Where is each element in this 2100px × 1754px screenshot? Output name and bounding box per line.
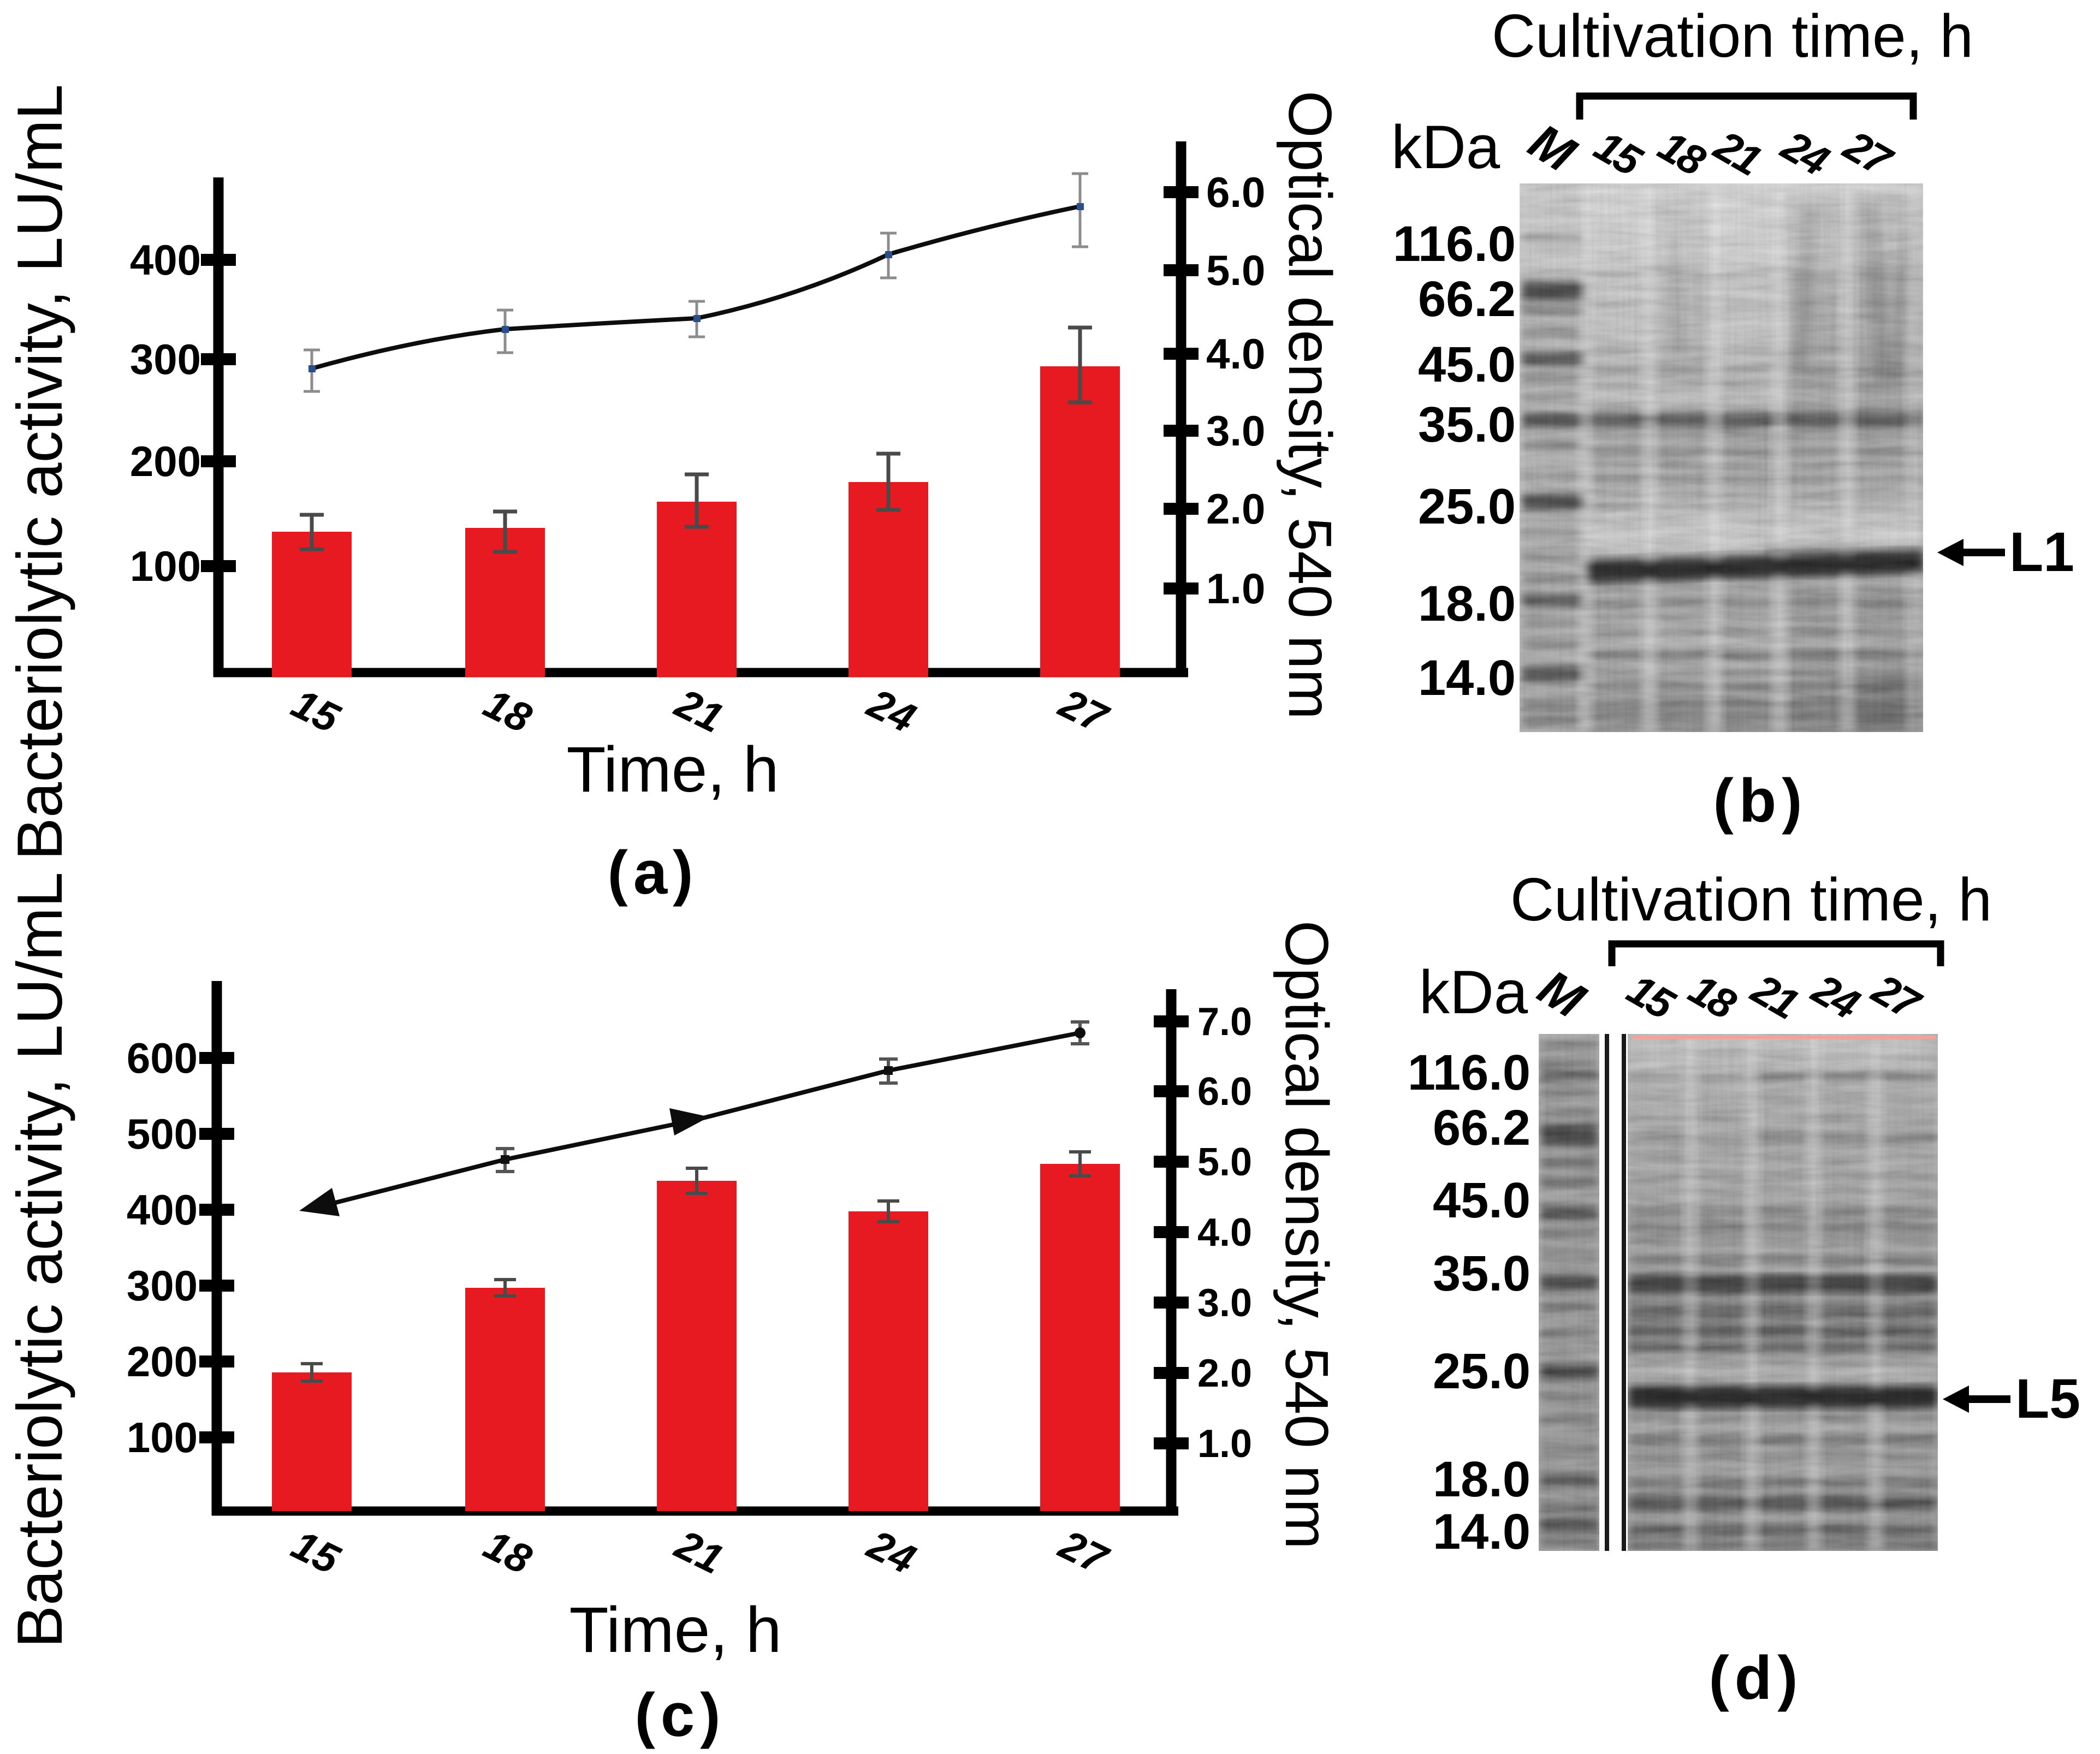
svg-text:18: 18 [1681,965,1745,1029]
svg-text:(d): (d) [1709,1644,1803,1712]
svg-text:21: 21 [667,680,730,742]
svg-text:Cultivation time, h: Cultivation time, h [1492,2,1973,70]
svg-text:116.0: 116.0 [1408,1045,1530,1101]
svg-text:200: 200 [127,1337,198,1386]
svg-text:4.0: 4.0 [1197,1211,1252,1254]
svg-text:L5: L5 [2015,1367,2080,1430]
svg-text:Cultivation time, h: Cultivation time, h [1510,866,1992,934]
svg-text:5.0: 5.0 [1206,246,1265,294]
svg-text:3.0: 3.0 [1197,1281,1252,1325]
svg-text:15: 15 [1620,965,1683,1029]
svg-text:Bacteriolytic activity, LU/mL: Bacteriolytic activity, LU/mL [4,84,75,860]
svg-text:(a): (a) [608,839,699,907]
svg-text:600: 600 [127,1034,198,1082]
svg-text:24: 24 [1804,964,1867,1028]
svg-text:100: 100 [130,542,201,590]
svg-text:18: 18 [477,1521,539,1584]
svg-text:66.2: 66.2 [1433,1100,1530,1156]
svg-text:18.0: 18.0 [1433,1452,1530,1507]
svg-text:Optical density, 540 nm: Optical density, 540 nm [1276,91,1344,720]
svg-text:24: 24 [859,680,922,742]
svg-text:4.0: 4.0 [1206,330,1265,378]
svg-text:18: 18 [1651,121,1714,186]
svg-text:35.0: 35.0 [1418,397,1516,453]
svg-text:27: 27 [1051,680,1116,743]
svg-text:400: 400 [127,1186,198,1234]
svg-text:35.0: 35.0 [1433,1246,1530,1301]
svg-text:200: 200 [130,437,201,485]
svg-text:Optical density, 540 nm: Optical density, 540 nm [1273,920,1340,1549]
svg-text:100: 100 [127,1413,198,1461]
svg-text:kDa: kDa [1419,958,1528,1026]
svg-text:Time, h: Time, h [569,1594,781,1666]
svg-text:24: 24 [859,1521,922,1583]
svg-text:14.0: 14.0 [1418,650,1516,706]
svg-text:300: 300 [127,1262,198,1310]
svg-text:15: 15 [1587,121,1651,186]
svg-text:1.0: 1.0 [1197,1422,1252,1466]
svg-text:25.0: 25.0 [1433,1343,1530,1399]
svg-text:Time, h: Time, h [566,734,779,806]
svg-text:1.0: 1.0 [1206,564,1265,613]
svg-text:18.0: 18.0 [1418,576,1516,632]
svg-text:M: M [1520,113,1586,183]
svg-text:24: 24 [1773,121,1837,185]
svg-text:25.0: 25.0 [1418,479,1516,534]
svg-text:M: M [1529,959,1595,1029]
svg-text:(b): (b) [1713,766,1807,835]
svg-text:400: 400 [130,236,201,284]
svg-text:6.0: 6.0 [1197,1070,1252,1114]
svg-text:66.2: 66.2 [1418,271,1516,327]
svg-text:21: 21 [1743,964,1805,1028]
svg-text:45.0: 45.0 [1418,337,1516,393]
svg-text:15: 15 [284,1521,347,1584]
svg-text:116.0: 116.0 [1393,216,1516,272]
svg-text:18: 18 [477,680,539,742]
svg-text:27: 27 [1864,964,1930,1030]
svg-text:2.0: 2.0 [1206,485,1265,533]
svg-text:3.0: 3.0 [1206,407,1265,455]
svg-text:45.0: 45.0 [1433,1173,1530,1228]
svg-text:7.0: 7.0 [1197,1000,1252,1044]
svg-text:kDa: kDa [1391,113,1500,181]
svg-text:21: 21 [1706,121,1768,185]
svg-text:21: 21 [667,1521,730,1583]
svg-text:Bacteriolytic activity, LU/mL: Bacteriolytic activity, LU/mL [4,872,75,1648]
svg-text:14.0: 14.0 [1433,1504,1530,1560]
svg-text:L1: L1 [2009,521,2074,583]
svg-text:500: 500 [127,1110,198,1158]
svg-text:2.0: 2.0 [1197,1352,1252,1395]
svg-text:15: 15 [284,680,347,742]
svg-text:27: 27 [1051,1521,1116,1584]
svg-text:27: 27 [1835,121,1901,186]
svg-text:5.0: 5.0 [1197,1140,1252,1184]
svg-text:6.0: 6.0 [1206,168,1265,216]
svg-text:(c): (c) [635,1681,726,1749]
svg-text:300: 300 [130,335,201,383]
